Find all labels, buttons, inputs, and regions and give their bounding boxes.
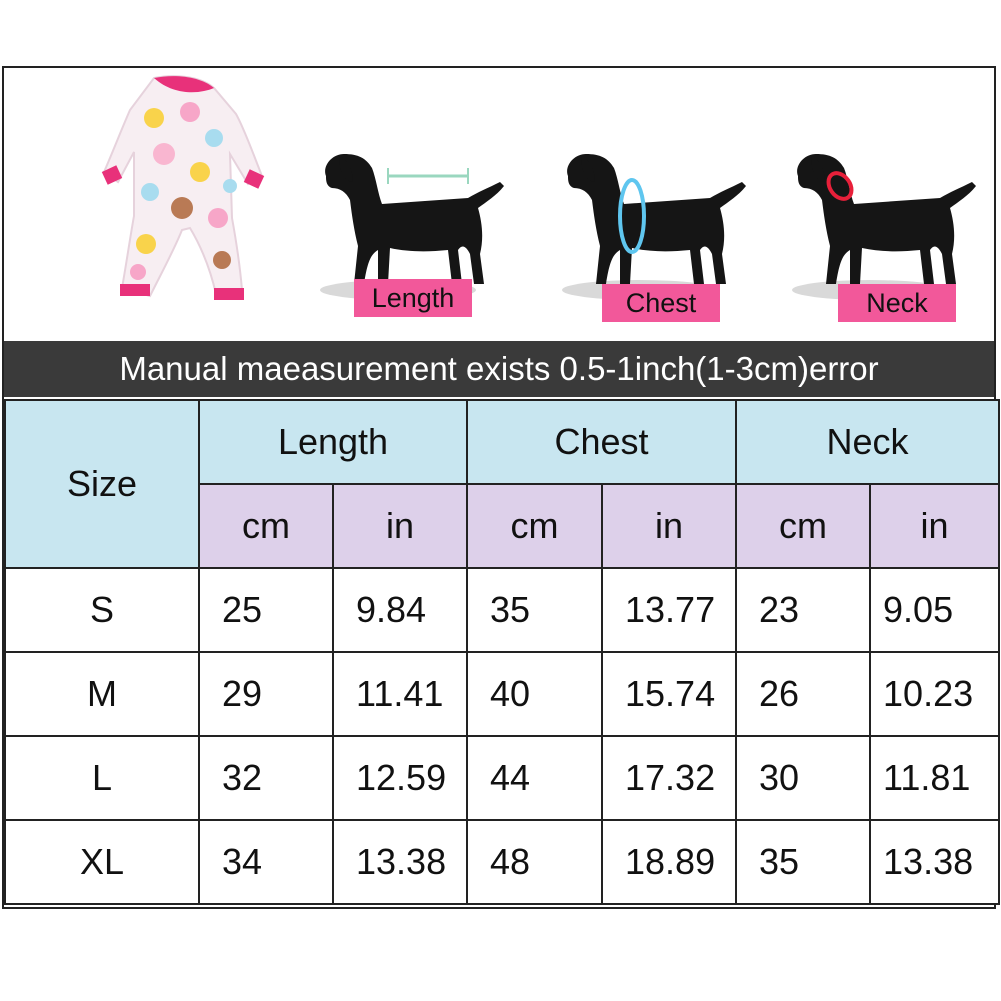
neck-header: Neck (735, 399, 1001, 485)
size-cell: S (4, 567, 200, 653)
value-cell: 25 (198, 567, 334, 653)
dog-chest-image (562, 154, 746, 300)
value-cell: 9.05 (869, 567, 1001, 653)
value-cell: 9.84 (331, 567, 469, 653)
size-cell: L (4, 735, 200, 821)
chest-header: Chest (466, 399, 738, 485)
table-row: L 32 12.59 44 17.32 30 11.81 (4, 735, 1001, 821)
dog-length-image (320, 154, 504, 300)
value-cell: 13.38 (869, 819, 1001, 905)
value-cell: 18.89 (601, 819, 738, 905)
value-cell: 32 (198, 735, 334, 821)
size-header: Size (4, 399, 200, 569)
value-cell: 23 (735, 567, 872, 653)
unit-header: in (869, 483, 1001, 569)
value-cell: 17.32 (601, 735, 738, 821)
value-cell: 15.74 (601, 651, 738, 737)
unit-header: cm (198, 483, 334, 569)
unit-header: cm (466, 483, 604, 569)
value-cell: 12.59 (331, 735, 469, 821)
value-cell: 10.23 (869, 651, 1001, 737)
unit-header: in (331, 483, 469, 569)
value-cell: 13.38 (331, 819, 469, 905)
value-cell: 30 (735, 735, 872, 821)
measurement-error-banner: Manual maeasurement exists 0.5-1inch(1-3… (4, 341, 994, 397)
value-cell: 11.81 (869, 735, 1001, 821)
value-cell: 29 (198, 651, 334, 737)
table-row: M 29 11.41 40 15.74 26 10.23 (4, 651, 1001, 737)
value-cell: 11.41 (331, 651, 469, 737)
value-cell: 13.77 (601, 567, 738, 653)
value-cell: 48 (466, 819, 604, 905)
measurement-illustration: Length Chest Neck (4, 68, 994, 340)
value-cell: 35 (735, 819, 872, 905)
dog-neck-image (792, 154, 976, 300)
unit-header: in (601, 483, 738, 569)
size-table: Size Length Chest Neck cm in cm in cm in… (4, 399, 1001, 905)
size-cell: M (4, 651, 200, 737)
table-row: S 25 9.84 35 13.77 23 9.05 (4, 567, 1001, 653)
length-header: Length (197, 399, 469, 485)
chest-tag: Chest (602, 284, 720, 322)
value-cell: 35 (466, 567, 604, 653)
pajama-image (101, 75, 265, 300)
illustration-svg (101, 75, 976, 300)
table-row: XL 34 13.38 48 18.89 35 13.38 (4, 819, 1001, 905)
size-cell: XL (4, 819, 200, 905)
neck-tag: Neck (838, 284, 956, 322)
unit-header: cm (735, 483, 872, 569)
value-cell: 26 (735, 651, 872, 737)
value-cell: 44 (466, 735, 604, 821)
size-chart: Length Chest Neck Manual maeasurement ex… (2, 66, 1001, 909)
value-cell: 34 (198, 819, 334, 905)
value-cell: 40 (466, 651, 604, 737)
length-tag: Length (354, 279, 472, 317)
